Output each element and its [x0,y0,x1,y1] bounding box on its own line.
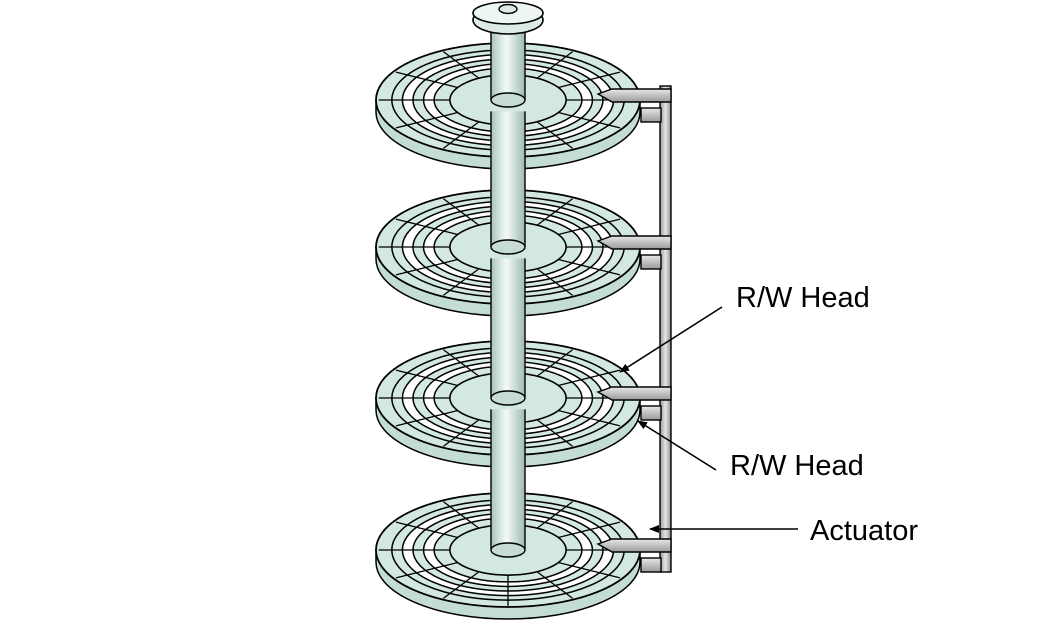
sector-line [536,501,574,529]
sector-line [536,51,574,79]
sector-line [442,349,480,377]
sector-line [558,218,621,236]
sector-line [442,571,480,599]
sector-line [536,349,574,377]
rw-head-top-label: R/W Head [736,282,870,314]
rw-head-bottom-label: R/W Head [730,450,864,482]
sector-line [536,419,574,447]
sector-line [558,258,621,276]
rw-head-2 [596,235,672,270]
sector-line [395,258,458,276]
sector-line [395,409,458,427]
sector-line [536,121,574,149]
rw-head-top-arrow [619,306,723,373]
sector-line [442,51,480,79]
rw-head-4 [596,538,672,573]
sector-line [558,111,621,129]
sector-line [558,369,621,387]
sector-line [442,198,480,226]
spindle-segment [490,111,526,255]
sector-line [536,268,574,296]
platter-1 [375,26,641,170]
platter-4 [375,409,641,620]
sector-line [395,71,458,89]
spindle-segment [490,409,526,558]
sector-line [558,71,621,89]
sector-line [442,501,480,529]
spindle-cap [472,1,544,35]
sector-line [558,561,621,579]
sector-line [536,198,574,226]
read-write-heads [596,88,672,573]
sector-line [558,409,621,427]
spindle-segment [490,26,526,108]
actuator-label: Actuator [810,515,918,547]
sector-line [558,521,621,539]
annotation-arrows [619,306,798,533]
sector-line [395,521,458,539]
rw-head-3 [596,386,672,421]
sector-line [395,369,458,387]
sector-line [442,268,480,296]
rw-head-1 [596,88,672,123]
spindle-segment [490,258,526,406]
sector-line [442,419,480,447]
sector-line [395,111,458,129]
actuator-rod [659,85,672,573]
sector-line [395,218,458,236]
rw-head-bottom-arrow [637,420,717,471]
sector-line [536,571,574,599]
platter-stack [375,26,641,620]
sector-line [442,121,480,149]
sector-line [395,561,458,579]
